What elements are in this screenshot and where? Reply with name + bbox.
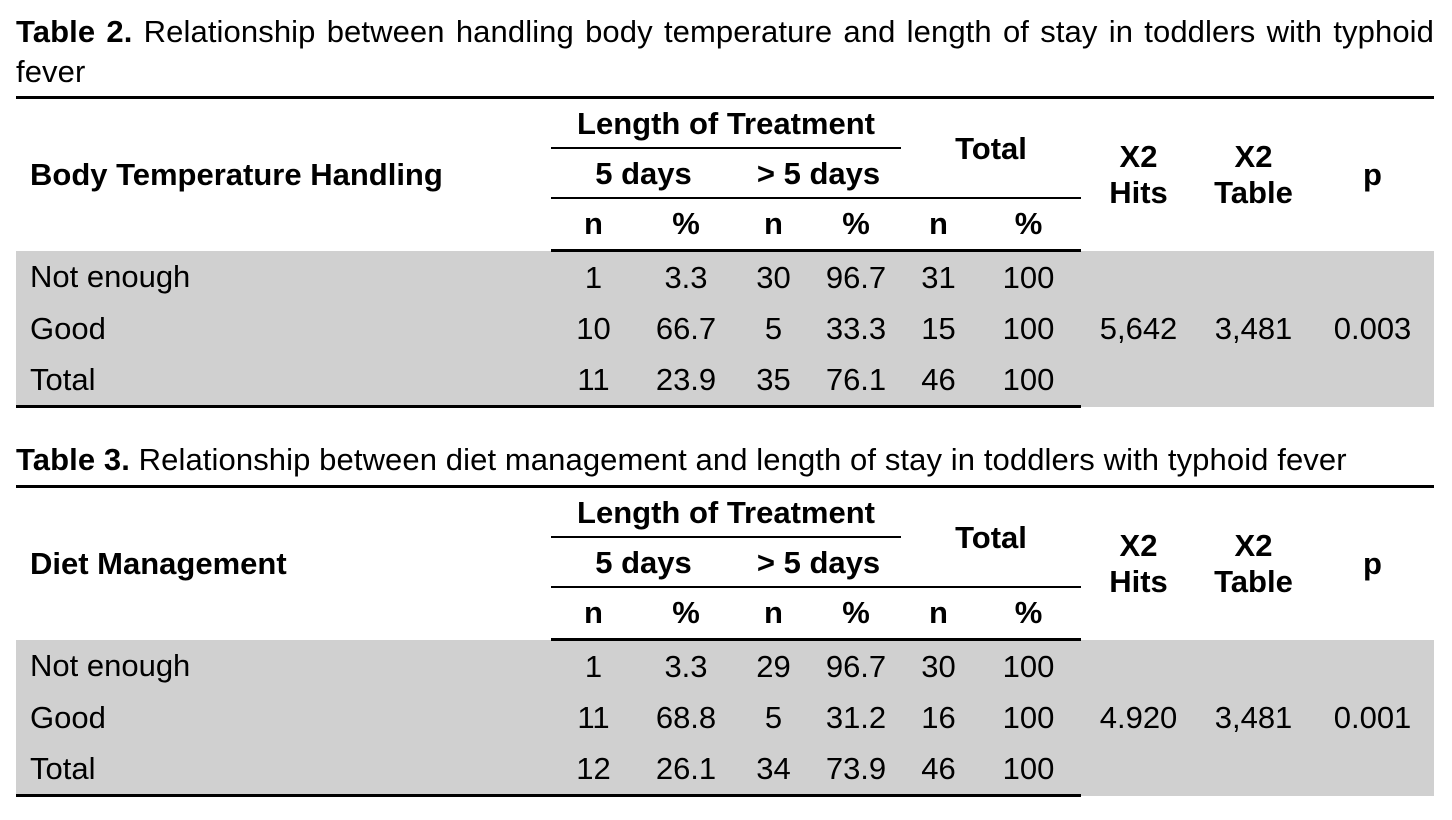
p-value: 0.003 <box>1311 250 1435 407</box>
cell: 5 <box>736 692 811 743</box>
x2-hits-header-line1: X2 <box>1119 138 1158 174</box>
stat-header-n: n <box>901 199 977 252</box>
x2-table-header-line1: X2 <box>1234 138 1273 174</box>
cell: 100 <box>976 692 1082 743</box>
cell: 46 <box>901 354 977 408</box>
x2-hits-value: 5,642 <box>1081 250 1197 407</box>
stat-header-percent: % <box>811 199 902 252</box>
x2-hits-value: 4.920 <box>1081 639 1197 796</box>
cell: 73.9 <box>811 743 902 797</box>
cell: 5 <box>736 303 811 354</box>
row-label: Total <box>16 354 551 408</box>
table-2-caption: Table 2. Relationship between handling b… <box>16 12 1434 92</box>
stat-header-n: n <box>901 588 977 641</box>
cell: 35 <box>736 354 811 408</box>
cell: 30 <box>736 250 811 303</box>
cell: 96.7 <box>811 639 902 692</box>
cell: 68.8 <box>636 692 736 743</box>
stat-header-percent: % <box>636 199 736 252</box>
stat-header-n: n <box>551 199 636 252</box>
cell: 11 <box>551 692 636 743</box>
x2-hits-header-line1: X2 <box>1119 527 1158 563</box>
cell: 1 <box>551 639 636 692</box>
cell: 100 <box>976 303 1082 354</box>
sub-header-5-days: 5 days <box>551 149 736 199</box>
caption-text: Relationship between handling body tempe… <box>16 14 1434 89</box>
table-2: Body Temperature Handling Length of Trea… <box>16 96 1435 408</box>
cell: 33.3 <box>811 303 902 354</box>
sub-header-over-5-days: > 5 days <box>736 538 902 588</box>
table-3-caption: Table 3. Relationship between diet manag… <box>16 440 1434 480</box>
row-label: Not enough <box>16 639 551 692</box>
x2-table-header-line1: X2 <box>1234 527 1273 563</box>
stat-header-n: n <box>736 199 811 252</box>
row-label: Good <box>16 303 551 354</box>
group-header: Length of Treatment <box>551 96 902 150</box>
x2-table-header-line2: Table <box>1214 563 1293 599</box>
stat-header-n: n <box>551 588 636 641</box>
total-header: Total <box>901 96 1082 200</box>
table-row: Not enough 1 3.3 29 96.7 30 100 4.920 3,… <box>16 639 1435 796</box>
row-label: Total <box>16 743 551 797</box>
row-label: Not enough <box>16 250 551 303</box>
cell: 76.1 <box>811 354 902 408</box>
stat-header-percent: % <box>811 588 902 641</box>
group-header: Length of Treatment <box>551 485 902 539</box>
cell: 100 <box>976 250 1082 303</box>
table-row: Not enough 1 3.3 30 96.7 31 100 5,642 3,… <box>16 250 1435 407</box>
cell: 3.3 <box>636 250 736 303</box>
stat-header-percent: % <box>976 588 1082 641</box>
table-3: Diet Management Length of Treatment Tota… <box>16 485 1435 797</box>
sub-header-5-days: 5 days <box>551 538 736 588</box>
cell: 100 <box>976 743 1082 797</box>
stat-header-percent: % <box>636 588 736 641</box>
row-header: Body Temperature Handling <box>16 96 551 251</box>
stat-header-percent: % <box>976 199 1082 252</box>
x2-table-header-line2: Table <box>1214 174 1293 210</box>
x2-table-header: X2 Table <box>1196 96 1312 251</box>
table-row: Total 12 26.1 34 73.9 46 100 <box>16 743 1434 797</box>
x2-table-value: 3,481 <box>1196 639 1312 796</box>
p-header: p <box>1311 96 1435 251</box>
cell: 100 <box>976 639 1082 692</box>
cell: 34 <box>736 743 811 797</box>
cell: 46 <box>901 743 977 797</box>
cell: 1 <box>551 250 636 303</box>
cell: 12 <box>551 743 636 797</box>
p-value: 0.001 <box>1311 639 1435 796</box>
caption-label: Table 3. <box>16 442 130 477</box>
cell: 3.3 <box>636 639 736 692</box>
total-header: Total <box>901 485 1082 589</box>
cell: 66.7 <box>636 303 736 354</box>
x2-hits-header-line2: Hits <box>1109 563 1168 599</box>
table-row: Good 10 66.7 5 33.3 15 100 <box>16 303 1434 354</box>
caption-label: Table 2. <box>16 14 133 49</box>
cell: 26.1 <box>636 743 736 797</box>
cell: 31 <box>901 250 977 303</box>
cell: 11 <box>551 354 636 408</box>
cell: 16 <box>901 692 977 743</box>
x2-table-header: X2 Table <box>1196 485 1312 640</box>
table-row: Good 11 68.8 5 31.2 16 100 <box>16 692 1434 743</box>
cell: 15 <box>901 303 977 354</box>
stat-header-n: n <box>736 588 811 641</box>
sub-header-over-5-days: > 5 days <box>736 149 902 199</box>
row-header: Diet Management <box>16 485 551 640</box>
table-row: Total 11 23.9 35 76.1 46 100 <box>16 354 1434 408</box>
cell: 29 <box>736 639 811 692</box>
x2-hits-header: X2 Hits <box>1081 96 1197 251</box>
cell: 100 <box>976 354 1082 408</box>
cell: 10 <box>551 303 636 354</box>
caption-text: Relationship between diet management and… <box>129 442 1347 477</box>
cell: 96.7 <box>811 250 902 303</box>
p-header: p <box>1311 485 1435 640</box>
x2-hits-header: X2 Hits <box>1081 485 1197 640</box>
x2-hits-header-line2: Hits <box>1109 174 1168 210</box>
cell: 23.9 <box>636 354 736 408</box>
cell: 31.2 <box>811 692 902 743</box>
x2-table-value: 3,481 <box>1196 250 1312 407</box>
cell: 30 <box>901 639 977 692</box>
row-label: Good <box>16 692 551 743</box>
